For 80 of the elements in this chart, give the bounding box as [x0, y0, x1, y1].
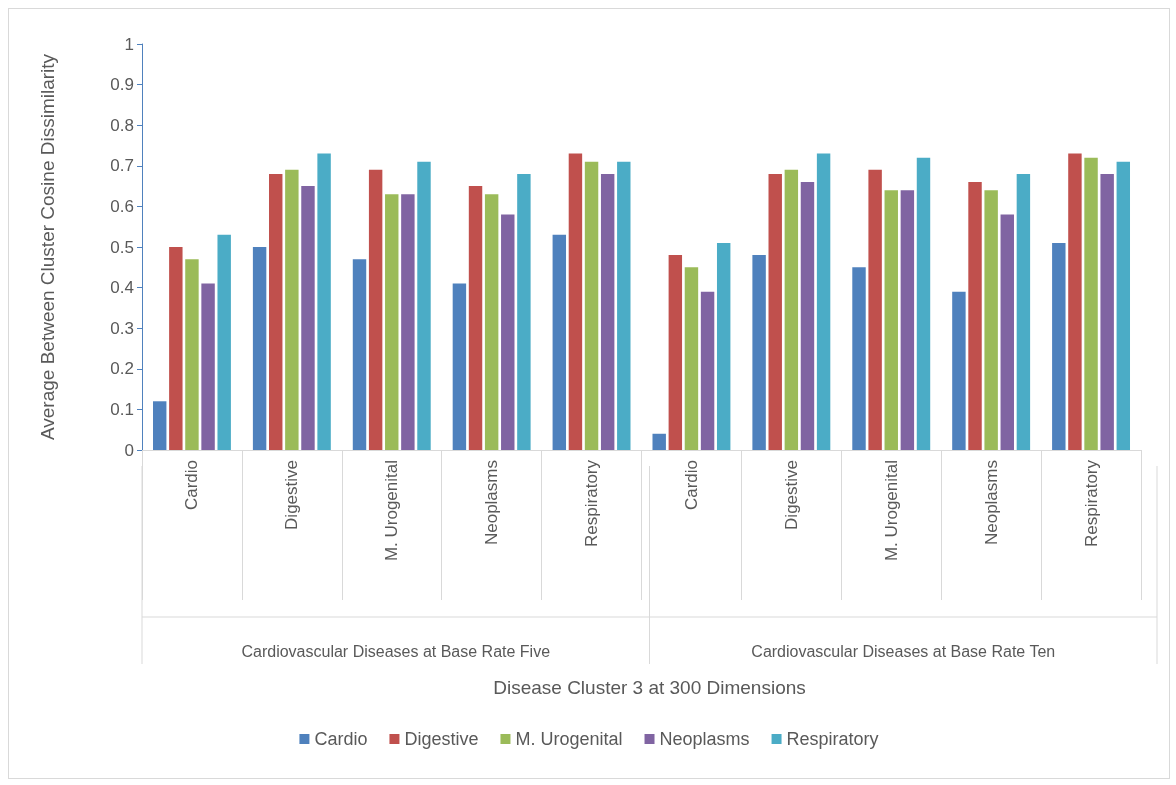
bar [816, 153, 831, 450]
x-tick-label: Cardio [681, 460, 701, 511]
x-tick-label: Respiratory [582, 459, 602, 547]
bar [884, 190, 898, 450]
y-tick-label: 0.2 [110, 359, 134, 379]
legend-label: Cardio [314, 729, 368, 749]
bar [385, 194, 399, 450]
bar [484, 194, 499, 450]
bar [201, 283, 215, 450]
bar [600, 173, 615, 450]
text: Cardiovascular Diseases at Base Rate Ten [751, 642, 1056, 660]
bar [1068, 153, 1082, 450]
bar [1000, 214, 1014, 450]
y-tick-label: 0 [124, 440, 134, 460]
y-tick-label: 0.5 [110, 237, 134, 257]
legend-label: Digestive [404, 729, 479, 749]
legend-label: M. Urogenital [515, 729, 623, 749]
bar [768, 173, 782, 450]
bar [1116, 161, 1131, 450]
bar [800, 182, 815, 450]
text: Disease Cluster 3 at 300 Dimensions [493, 676, 806, 698]
y-tick-label: 0.1 [110, 399, 134, 419]
bar [700, 291, 715, 450]
bar [368, 169, 383, 450]
x-tick-label: Neoplasms [981, 460, 1001, 546]
x-tick-label: Neoplasms [482, 460, 502, 546]
bar [716, 242, 731, 450]
bar [868, 169, 882, 450]
bar [285, 169, 299, 450]
legend-label: Neoplasms [659, 729, 750, 749]
bar [752, 255, 766, 450]
bar [952, 291, 966, 450]
bar [468, 186, 483, 450]
bar [169, 247, 183, 450]
bar [152, 401, 167, 450]
y-tick-label: 0.6 [110, 196, 134, 216]
y-tick-label: 0.9 [110, 75, 134, 95]
bar [252, 247, 267, 450]
bar [968, 182, 982, 450]
bar [1100, 173, 1114, 450]
x-tick-label: M. Urogenital [881, 460, 901, 562]
y-tick-label: 0.8 [110, 115, 134, 135]
bar [584, 161, 599, 450]
bar [1052, 242, 1066, 450]
y-tick-label: 0.4 [110, 278, 134, 298]
bar [517, 173, 531, 450]
bar [617, 161, 631, 450]
bar [317, 153, 331, 450]
bar [217, 234, 231, 450]
bar [852, 267, 866, 450]
bar [668, 255, 683, 450]
bar [269, 173, 283, 450]
bar [916, 157, 931, 450]
bar [652, 433, 666, 450]
bar [1016, 173, 1031, 450]
bar [301, 186, 315, 450]
y-tick-label: 1 [124, 34, 134, 54]
y-tick-label: 0.7 [110, 156, 134, 176]
x-tick-label: Digestive [282, 460, 302, 530]
bar [568, 153, 583, 450]
bar [984, 190, 998, 450]
x-tick-label: Digestive [781, 460, 801, 530]
bar [401, 194, 415, 450]
x-tick-label: Cardio [182, 460, 202, 511]
bar [352, 259, 367, 450]
y-tick-label: 0.3 [110, 318, 134, 338]
text: Cardiovascular Diseases at Base Rate Five [241, 642, 551, 660]
x-tick-label: Respiratory [1081, 459, 1101, 547]
bar [684, 267, 699, 450]
x-tick-label: M. Urogenital [382, 460, 402, 562]
bar [452, 283, 467, 450]
y-axis-title: Average Between Cluster Cosine Dissimilarity [37, 53, 58, 441]
bar [552, 234, 567, 450]
bar [501, 214, 515, 450]
bar [417, 161, 431, 450]
bar [185, 259, 199, 450]
bar [900, 190, 915, 450]
legend-label: Respiratory [786, 729, 879, 749]
bar [1084, 157, 1098, 450]
bar [784, 169, 799, 450]
